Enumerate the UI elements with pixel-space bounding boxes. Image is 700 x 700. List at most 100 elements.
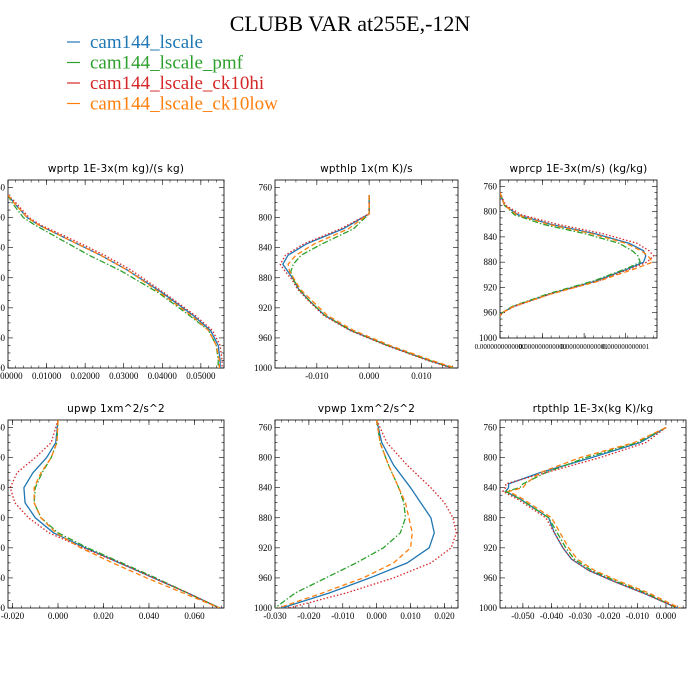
y-tick-label: 800 [0,453,6,463]
series-line [278,420,413,608]
y-tick-label: 960 [484,573,498,583]
x-tick-label: 0.020 [434,611,455,621]
y-tick-label: 800 [484,453,498,463]
chart-panel: vpwp 1xm^2/s^27608008408809209601000-0.0… [254,403,459,621]
series-line [282,195,453,368]
y-tick-label: 880 [0,513,6,523]
x-tick-label: -0.010 [331,611,355,621]
plot-frame [274,179,459,369]
plot-frame [499,179,658,339]
series-line [503,426,678,608]
y-tick-label: 840 [484,483,498,493]
y-tick-label: 1000 [479,603,498,613]
chart-panel: wprtp 1E-3x(m kg)/(s kg) 760 800 840 880 920 9… [0,163,225,381]
legend-label: cam144_lscale_pmf [90,53,244,74]
series-line [8,194,219,368]
x-tick-label: 0.000 [359,371,380,381]
y-tick-label: 920 [484,282,498,292]
x-tick-label: -0.020 [597,611,621,621]
y-tick-label: 920 [259,303,273,313]
series-line [501,427,678,608]
y-tick-label: 880 [259,513,273,523]
series-line [290,195,453,368]
y-tick-label: 800 [484,207,498,217]
x-tick-label: 0.00000 [0,371,23,381]
y-tick-label: 920 [0,543,6,553]
y-tick-label: 960 [0,333,6,343]
chart-panel: wpthlp 1x(m K)/s 760 800 840 880 920 960 1000 -0… [254,163,459,381]
legend-label: cam144_lscale [90,32,203,53]
x-tick-label: 0.000 [656,611,677,621]
y-tick-label: 1000 [254,363,273,373]
x-tick-label: 0.04000 [148,371,178,381]
y-tick-label: 960 [484,308,498,318]
panel-title: rtpthlp 1E-3x(kg K)/kg [533,403,654,415]
y-tick-label: 920 [0,303,6,313]
y-tick-label: 760 [259,183,273,193]
x-tick-label: 0.040 [139,611,160,621]
series-line [288,420,457,608]
x-tick-label: 0.03000 [109,371,139,381]
series-line [500,192,641,317]
x-tick-label: -0.030 [263,611,287,621]
y-tick-label: 880 [0,273,6,283]
series-line [279,195,452,368]
y-tick-label: 1000 [0,363,6,373]
plot-frame [7,419,225,609]
y-tick-label: 760 [484,181,498,191]
y-tick-label: 960 [259,573,273,583]
chart-panel: wprcp 1E-3x(m/s) (kg/kg) 760 800 840 880 920 9… [475,163,658,351]
x-tick-label: -0.010 [305,371,329,381]
series-line [500,192,655,317]
x-tick-label: -0.020 [297,611,321,621]
x-tick-label: -0.030 [568,611,592,621]
panel-title: wpthlp 1x(m K)/s [320,163,413,175]
series-line [506,426,681,608]
y-tick-label: 880 [484,257,498,267]
y-tick-label: 920 [484,543,498,553]
y-tick-label: 840 [0,243,6,253]
x-tick-label: 0.060 [184,611,205,621]
y-tick-label: 760 [259,423,273,433]
x-tick-label: 0.000000000001 [560,343,608,351]
series-line [281,420,435,608]
series-line [8,194,223,368]
series-line [8,194,221,368]
series-line [275,420,407,608]
plot-frame [499,419,687,609]
y-tick-label: 840 [259,243,273,253]
series-line [500,192,654,317]
y-tick-label: 960 [0,573,6,583]
series-line [500,192,647,317]
y-tick-label: 840 [259,483,273,493]
y-tick-label: 760 [484,423,498,433]
legend: cam144_lscalecam144_lscale_pmfcam144_lsc… [67,32,278,115]
panel-title: wprcp 1E-3x(m/s) (kg/kg) [510,163,648,175]
x-tick-label: 0.010 [400,611,421,621]
x-tick-label: 0.000000000000 [519,343,567,351]
y-tick-label: 800 [0,213,6,223]
series-line [504,426,678,608]
y-tick-label: 920 [259,543,273,553]
y-tick-label: 1000 [254,603,273,613]
y-tick-label: 760 [0,423,6,433]
y-tick-label: 760 [0,183,6,193]
series-line [9,420,220,608]
legend-label: cam144_lscale_ck10low [90,94,278,115]
x-tick-label: 0.000 [48,611,69,621]
chart-panel: upwp 1xm^2/s^2 760 800 840 880 920 960 1000-0.0… [0,403,225,621]
x-tick-label: -0.040 [540,611,564,621]
legend-label: cam144_lscale_ck10hi [90,73,264,94]
x-tick-label: 0.020 [93,611,114,621]
series-line [33,420,220,608]
y-tick-label: 800 [259,453,273,463]
x-tick-label: 0.05000 [186,371,216,381]
figure-title: CLUBB VAR at255E,-12N [230,11,471,36]
y-tick-label: 960 [259,333,273,343]
x-tick-label: 0.010 [411,371,432,381]
y-tick-label: 1000 [0,603,6,613]
series-line [23,420,220,608]
series-line [287,195,456,368]
panel-title: vpwp 1xm^2/s^2 [318,403,415,415]
series-line [33,420,220,608]
